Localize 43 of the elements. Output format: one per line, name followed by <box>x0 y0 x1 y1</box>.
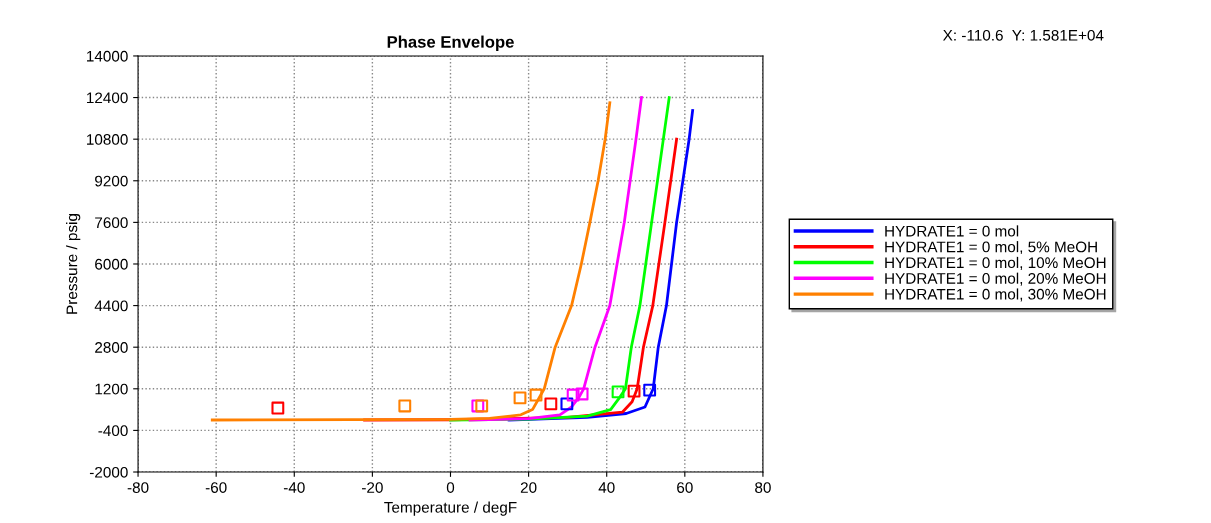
x-tick-label: 40 <box>598 482 615 493</box>
point <box>560 397 574 411</box>
text: X: -110.6 Y: 1.581E+04 <box>943 29 1104 41</box>
point <box>271 401 285 415</box>
point <box>627 384 641 398</box>
point <box>643 383 657 397</box>
y-axis-title: Pressure / psig <box>66 214 81 314</box>
point <box>611 385 625 399</box>
y-tick-label: 12400 <box>87 92 128 104</box>
x-tick-label: -60 <box>205 482 227 493</box>
x-tick-label: 80 <box>755 482 771 493</box>
legend-label: HYDRATE1 = 0 mol, 20% MeOH <box>885 272 1106 286</box>
y-tick-label: 14000 <box>87 50 128 62</box>
x-tick-label: 0 <box>446 482 455 493</box>
y-tick-label: 10800 <box>87 134 128 145</box>
x-tick-label: 60 <box>677 482 693 493</box>
legend-label: HYDRATE1 = 0 mol, 10% MeOH <box>885 256 1106 270</box>
point <box>398 399 412 413</box>
legend-label: HYDRATE1 = 0 mol, 5% MeOH <box>885 241 1097 255</box>
y-tick-label: -2000 <box>89 466 128 478</box>
y-tick-label: -400 <box>98 425 128 437</box>
y-tick-label: 6000 <box>95 258 128 270</box>
point <box>529 388 543 402</box>
x-tick-label: -20 <box>362 482 383 493</box>
x-tick-label: -80 <box>127 482 149 493</box>
chart-title: Phase Envelope <box>387 35 514 52</box>
point <box>475 399 489 413</box>
x-axis-title: Temperature / degF <box>384 501 517 516</box>
y-tick-label: 4400 <box>94 300 128 312</box>
x-tick-label: 20 <box>520 482 537 493</box>
y-tick-label: 2800 <box>95 342 128 353</box>
y-tick-label: 1200 <box>95 383 128 395</box>
point <box>544 397 558 411</box>
line-series <box>468 96 643 422</box>
legend-label: HYDRATE1 = 0 mol, 30% MeOH <box>885 288 1106 302</box>
y-tick-label: 7600 <box>95 217 128 229</box>
point <box>566 388 580 402</box>
x-tick-label: -40 <box>283 482 305 493</box>
line-series <box>210 101 612 422</box>
point <box>575 387 589 401</box>
y-tick-label: 9200 <box>95 175 128 187</box>
point <box>513 391 527 405</box>
legend-label: HYDRATE1 = 0 mol <box>885 225 1019 237</box>
